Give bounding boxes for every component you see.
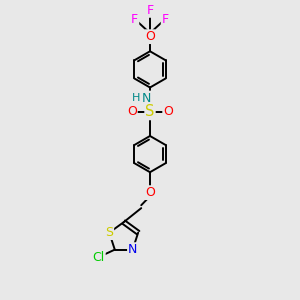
Text: N: N: [142, 92, 151, 104]
Text: H: H: [132, 93, 140, 103]
Text: F: F: [162, 13, 169, 26]
Text: O: O: [127, 105, 137, 118]
Text: O: O: [145, 186, 155, 199]
Text: S: S: [105, 226, 113, 239]
Text: O: O: [163, 105, 173, 118]
Text: N: N: [128, 243, 137, 256]
Text: Cl: Cl: [93, 251, 105, 264]
Text: F: F: [131, 13, 138, 26]
Text: S: S: [145, 104, 155, 119]
Text: F: F: [146, 4, 154, 17]
Text: O: O: [145, 30, 155, 43]
